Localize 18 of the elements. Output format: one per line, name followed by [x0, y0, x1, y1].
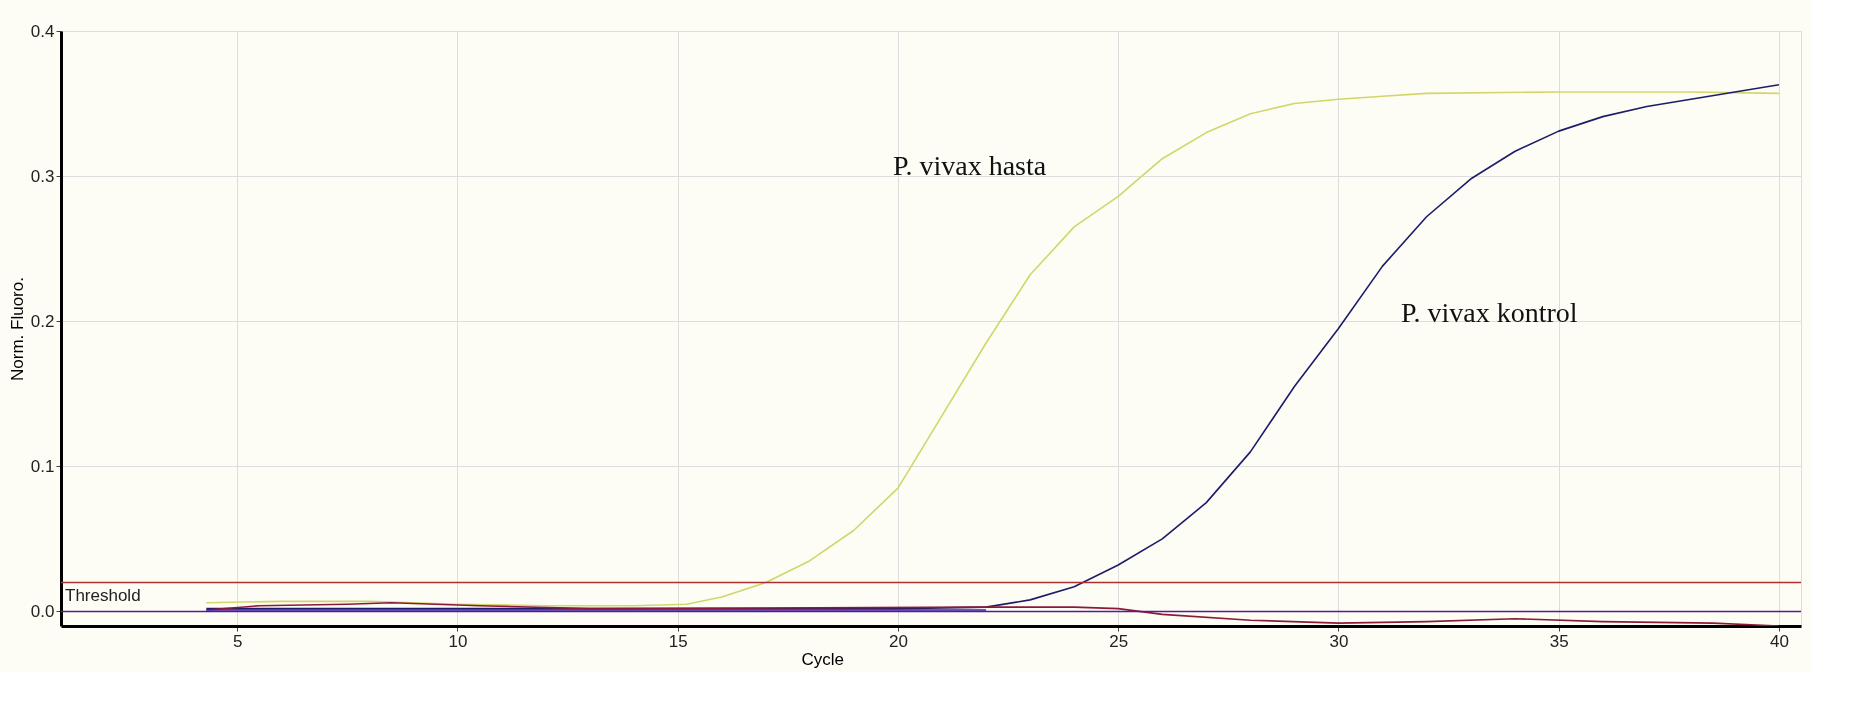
y-tick-label: 0.1	[30, 456, 55, 476]
annotation: P. vivax hasta	[893, 150, 1047, 181]
x-axis-title: Cycle	[801, 649, 845, 669]
y-axis-title: Norm. Fluoro.	[7, 277, 27, 381]
x-tick-label: 10	[448, 631, 468, 651]
x-tick-label: 35	[1549, 631, 1569, 651]
x-tick-label: 30	[1329, 631, 1349, 651]
y-tick-label: 0.0	[30, 601, 55, 621]
x-tick-label: 5	[232, 631, 243, 651]
ref-line-label: Threshold	[65, 586, 141, 606]
x-tick-label: 25	[1109, 631, 1129, 651]
y-tick-label: 0.4	[30, 21, 55, 41]
annotation: P. vivax kontrol	[1401, 297, 1578, 328]
x-tick-label: 15	[668, 631, 688, 651]
y-tick-label: 0.3	[30, 166, 55, 186]
y-tick-label: 0.2	[30, 311, 55, 331]
x-tick-label: 40	[1770, 631, 1789, 651]
x-tick-label: 20	[889, 631, 908, 651]
